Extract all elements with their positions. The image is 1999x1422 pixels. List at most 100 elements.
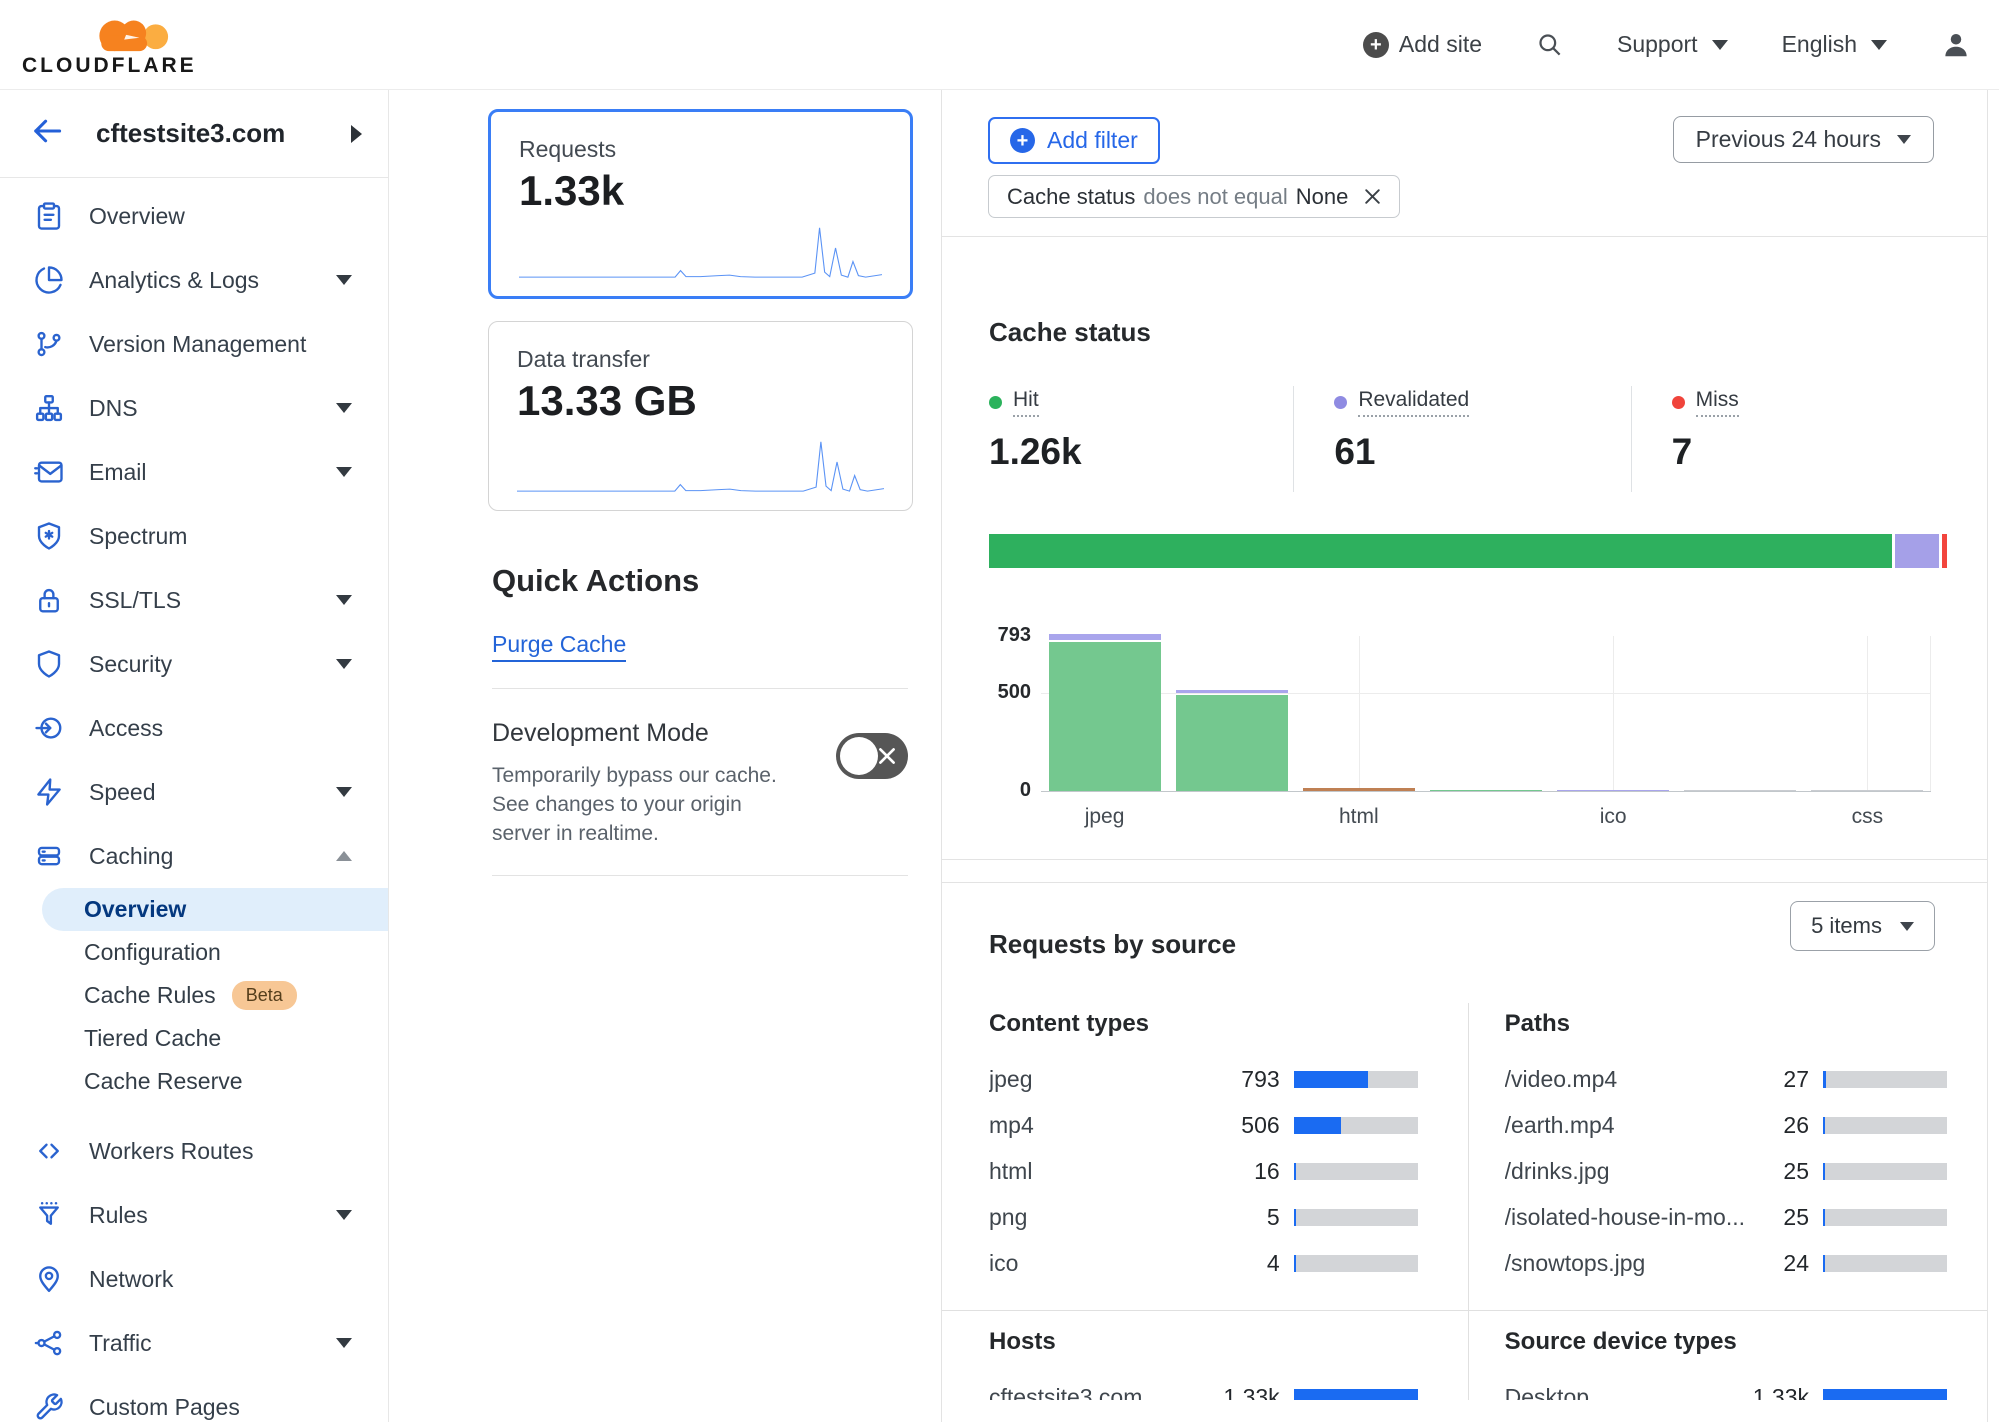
sidebar-item-access[interactable]: Access [0,696,388,760]
bar-segment-other [1684,789,1797,791]
chart-bar-ico[interactable] [1557,789,1670,791]
filter-row: + Add filter Cache status does not equal… [942,90,1987,237]
chart-bar-jpeg[interactable] [1048,634,1161,791]
distribution-segment [1942,534,1947,568]
sidebar-item-workers-routes[interactable]: Workers Routes [0,1119,388,1183]
add-site-button[interactable]: + Add site [1362,31,1482,58]
sidebar-item-email[interactable]: Email [0,440,388,504]
security-icon [34,649,65,680]
sidebar-subitem-configuration[interactable]: Configuration [84,939,221,965]
development-mode-toggle[interactable] [836,733,908,779]
cache-status-section: Cache status Hit 1.26k Revalidated 61 Mi… [942,237,1987,860]
source-row-png: png 5 [989,1194,1418,1240]
sidebar-item-dns[interactable]: DNS [0,376,388,440]
progress-bar [1823,1208,1947,1226]
spectrum-icon [34,521,65,552]
time-range-dropdown[interactable]: Previous 24 hours [1672,116,1934,163]
sidebar-subitem-tiered-cache[interactable]: Tiered Cache [84,1025,222,1051]
chevron-down-icon [1900,921,1914,931]
sidebar-item-rules[interactable]: Rules [0,1183,388,1247]
distribution-segment [989,534,1893,568]
requests-by-source-title: Requests by source [989,929,1237,959]
sidebar-subitem-cache-rules[interactable]: Cache Rules Beta [42,974,388,1017]
filter-chip[interactable]: Cache status does not equal None [988,175,1401,218]
speed-icon [34,777,65,808]
sidebar-subitem-cache-reserve[interactable]: Cache Reserve [84,1068,243,1094]
language-menu[interactable]: English [1782,31,1887,58]
sidebar-item-spectrum[interactable]: Spectrum [0,504,388,568]
progress-bar [1823,1070,1947,1088]
items-count-dropdown[interactable]: 5 items [1790,901,1935,951]
dns-icon [34,393,65,424]
bar-segment-hit [1048,642,1161,791]
account-icon[interactable] [1941,30,1971,60]
x-axis-label: jpeg [1084,805,1125,828]
divider [492,688,908,689]
sidebar-item-custom-pages[interactable]: Custom Pages [0,1375,388,1422]
y-axis-tick: 500 [997,681,1031,704]
plus-icon: + [1010,128,1035,153]
hit-label[interactable]: Hit [1013,388,1039,417]
main-panel: + Add filter Cache status does not equal… [941,90,1988,1422]
chevron-down-icon [336,659,352,669]
data-transfer-metric-card[interactable]: Data transfer 13.33 GB [488,321,913,511]
purge-cache-link[interactable]: Purge Cache [492,631,627,662]
add-filter-button[interactable]: + Add filter [988,117,1160,164]
search-icon[interactable] [1536,31,1563,58]
progress-bar [1293,1254,1418,1272]
sidebar-item-ssl-tls[interactable]: SSL/TLS [0,568,388,632]
bar-segment-revalidated [1175,690,1288,694]
requests-metric-card[interactable]: Requests 1.33k [488,109,913,299]
sidebar-item-traffic[interactable]: Traffic [0,1311,388,1375]
gridline [1358,636,1360,791]
chevron-down-icon [336,787,352,797]
gridline [1867,636,1869,791]
filter-field: Cache status [1007,183,1136,209]
progress-bar [1293,1208,1418,1226]
plus-icon: + [1362,31,1389,58]
quick-actions-title: Quick Actions [492,563,700,598]
development-mode-title: Development Mode [492,719,709,747]
sidebar-item-network[interactable]: Network [0,1247,388,1311]
sidebar-item-caching[interactable]: Caching [0,824,388,888]
sidebar-item-version-management[interactable]: Version Management [0,312,388,376]
requests-value: 1.33k [519,167,625,214]
site-switcher-caret-icon[interactable] [351,124,362,143]
custom-pages-icon [34,1392,65,1422]
remove-filter-icon[interactable] [1362,186,1383,207]
sidebar-subitem-overview[interactable]: Overview [42,888,388,931]
chart-bar-5[interactable] [1684,789,1797,791]
revalidated-dot-icon [1334,396,1348,409]
device-types-title: Source device types [1504,1328,1737,1355]
miss-value: 7 [1671,431,1693,472]
cache-status-stats: Hit 1.26k Revalidated 61 Miss 7 [989,386,1947,492]
hit-dot-icon [989,396,1002,409]
revalidated-label[interactable]: Revalidated [1358,388,1470,417]
back-arrow-icon[interactable] [30,117,66,150]
gridline [1041,693,1931,695]
chart-bar-css[interactable] [1811,789,1924,791]
source-row-cftestsite3-com: cftestsite3.com 1.33k [989,1374,1418,1400]
data-transfer-sparkline [517,438,884,496]
sidebar-item-analytics-logs[interactable]: Analytics & Logs [0,248,388,312]
content-types-rows: jpeg 793 mp4 506 html 16 png 5 ico 4 [989,1056,1418,1286]
stat-miss: Miss 7 [1632,386,1947,492]
sidebar-item-overview[interactable]: Overview [0,184,388,248]
cloudflare-logo[interactable]: CLOUDFLARE [22,11,197,78]
chart-bar-png[interactable] [1430,789,1542,791]
sidebar-item-security[interactable]: Security [0,632,388,696]
chart-bar-html[interactable] [1302,787,1415,791]
sidebar-item-speed[interactable]: Speed [0,760,388,824]
stat-revalidated: Revalidated 61 [1294,386,1632,492]
miss-label[interactable]: Miss [1695,388,1739,417]
cache-status-distribution-bar [989,534,1947,568]
content-types-title: Content types [989,1010,1150,1037]
progress-bar [1823,1162,1947,1180]
support-menu[interactable]: Support [1617,31,1728,58]
chevron-up-icon [336,851,352,861]
site-header: cftestsite3.com [0,90,388,178]
source-row-isolated-house-in-mo: /isolated-house-in-mo... 25 [1505,1194,1947,1240]
progress-bar [1823,1388,1947,1400]
requests-by-source-section: Requests by source 5 items Content types… [942,882,1987,1400]
chart-bar-mp4[interactable] [1175,690,1288,791]
